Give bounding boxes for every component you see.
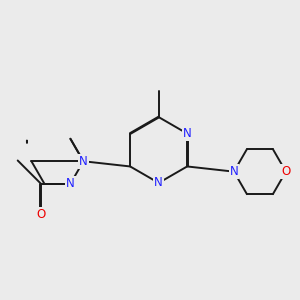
Text: N: N <box>183 127 191 140</box>
Text: O: O <box>36 208 46 221</box>
Text: N: N <box>154 176 163 189</box>
Text: O: O <box>281 165 290 178</box>
Text: N: N <box>230 165 238 178</box>
Text: N: N <box>66 177 75 190</box>
Text: N: N <box>79 155 88 168</box>
